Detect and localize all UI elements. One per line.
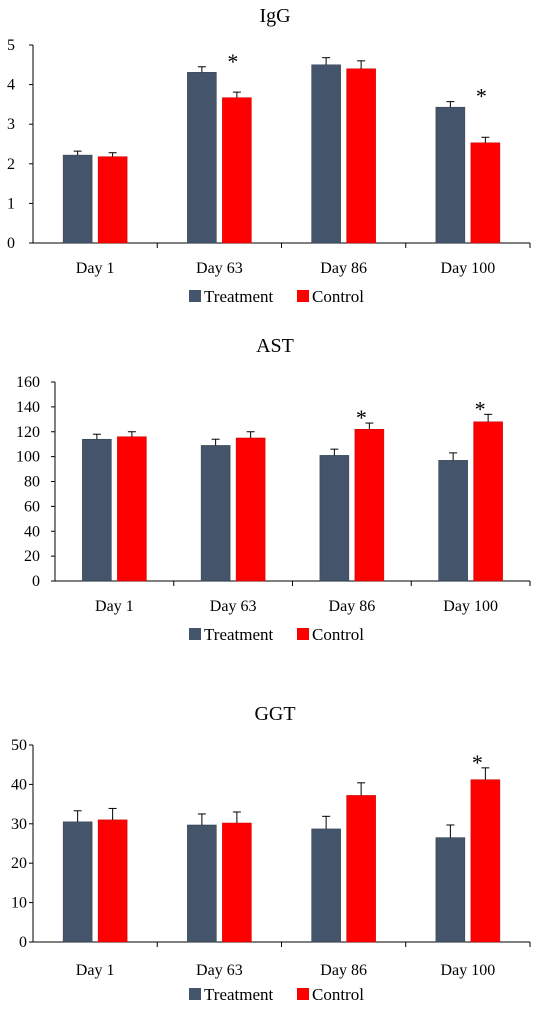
igg-chart-title: IgG <box>259 5 290 27</box>
ggt-bar-treatment <box>435 837 466 943</box>
ggt-y-tick-label: 0 <box>19 934 27 951</box>
igg-y-tick-label: 0 <box>7 235 15 252</box>
ast-legend-label-control: Control <box>312 625 364 644</box>
ast-bar-treatment <box>82 438 112 582</box>
igg-chart: IgG 0 1 2 3 4 5 Day 1 Day 63 * Day 86 Day 100 * Treat… <box>0 0 550 330</box>
ast-y-tick-label: 140 <box>16 399 40 416</box>
igg-legend-label-treatment: Treatment <box>204 287 274 306</box>
ast-chart-svg: AST 0 20 40 60 80 100 120 140 160 Day 1 Day 63 Day 8… <box>16 335 531 644</box>
ast-legend-swatch-control <box>297 628 309 640</box>
ggt-category-label: Day 1 <box>76 962 115 979</box>
ggt-y-tick-label: 40 <box>11 776 27 793</box>
ggt-y-tick-label: 10 <box>11 895 27 912</box>
igg-category-label: Day 1 <box>76 260 115 277</box>
ast-y-tick-label: 120 <box>16 424 40 441</box>
igg-bar-control <box>470 142 501 244</box>
ast-y-tick-label: 100 <box>16 449 40 466</box>
ggt-bar-treatment <box>187 824 217 943</box>
ast-significance-star: * <box>475 396 486 421</box>
ggt-legend-label-control: Control <box>312 985 364 1004</box>
ggt-bar-control <box>222 822 252 943</box>
ast-legend-label-treatment: Treatment <box>204 625 274 644</box>
ast-bar-control <box>354 429 385 582</box>
ast-chart-title: AST <box>256 335 294 357</box>
igg-category-label: Day 63 <box>196 260 243 277</box>
ast-y-tick-label: 60 <box>24 498 40 515</box>
ast-category-label: Day 100 <box>443 598 498 615</box>
ast-bar-control <box>473 421 503 582</box>
ggt-bar-control <box>97 819 128 943</box>
igg-legend-swatch-treatment <box>189 290 201 302</box>
igg-y-tick-label: 3 <box>7 116 15 133</box>
ggt-category-label: Day 86 <box>320 962 367 979</box>
ggt-y-tick-label: 20 <box>11 855 27 872</box>
igg-bar-treatment <box>62 154 93 244</box>
ggt-chart: GGT 0 10 20 30 40 50 Day 1 Day 63 Day 86 Day 100 * T… <box>0 665 550 1010</box>
igg-category-label: Day 86 <box>320 260 367 277</box>
ast-y-tick-label: 0 <box>32 573 40 590</box>
ggt-bar-control <box>346 795 376 943</box>
ggt-chart-title: GGT <box>254 703 295 725</box>
ggt-bar-treatment <box>311 828 341 943</box>
ast-y-tick-label: 160 <box>16 374 40 391</box>
ast-y-tick-label: 80 <box>24 474 40 491</box>
ast-chart: AST 0 20 40 60 80 100 120 140 160 Day 1 Day 63 Day 8… <box>0 330 550 665</box>
ast-y-tick-label: 40 <box>24 523 40 540</box>
ast-bar-treatment <box>200 445 231 582</box>
igg-y-tick-label: 4 <box>7 77 15 94</box>
ast-category-label: Day 1 <box>95 598 134 615</box>
igg-y-tick-label: 1 <box>7 195 15 212</box>
ggt-category-label: Day 63 <box>196 962 243 979</box>
ast-y-tick-label: 20 <box>24 548 40 565</box>
ggt-y-tick-label: 50 <box>11 737 27 754</box>
igg-category-label: Day 100 <box>441 260 496 277</box>
igg-bar-control <box>222 97 252 244</box>
igg-y-tick-label: 5 <box>7 37 15 54</box>
ast-legend-swatch-treatment <box>189 628 201 640</box>
ggt-category-label: Day 100 <box>441 962 496 979</box>
ast-significance-star: * <box>356 405 367 430</box>
ggt-legend-swatch-control <box>297 988 309 1000</box>
igg-y-tick-label: 2 <box>7 156 15 173</box>
ggt-y-tick-label: 30 <box>11 816 27 833</box>
ggt-chart-svg: GGT 0 10 20 30 40 50 Day 1 Day 63 Day 86 Day 100 * T… <box>11 703 531 1004</box>
ast-bar-control <box>235 437 266 582</box>
ast-bar-treatment <box>319 455 350 582</box>
igg-bar-treatment <box>187 72 217 244</box>
igg-legend-label-control: Control <box>312 287 364 306</box>
ggt-bar-control <box>470 779 501 943</box>
igg-bar-treatment <box>435 106 466 244</box>
ast-category-label: Day 86 <box>329 598 376 615</box>
ast-bar-treatment <box>438 460 468 582</box>
igg-significance-star: * <box>227 49 238 74</box>
igg-significance-star: * <box>476 84 487 109</box>
ggt-bar-treatment <box>62 821 93 943</box>
igg-chart-svg: IgG 0 1 2 3 4 5 Day 1 Day 63 * Day 86 Day 100 * Treat… <box>7 5 531 306</box>
igg-bar-control <box>97 156 128 244</box>
ast-category-label: Day 63 <box>210 598 257 615</box>
ggt-significance-star: * <box>472 750 483 775</box>
igg-bar-treatment <box>311 64 341 244</box>
ggt-legend-swatch-treatment <box>189 988 201 1000</box>
ast-bar-control <box>117 436 147 582</box>
igg-legend-swatch-control <box>297 290 309 302</box>
ggt-legend-label-treatment: Treatment <box>204 985 274 1004</box>
igg-bar-control <box>346 68 376 244</box>
